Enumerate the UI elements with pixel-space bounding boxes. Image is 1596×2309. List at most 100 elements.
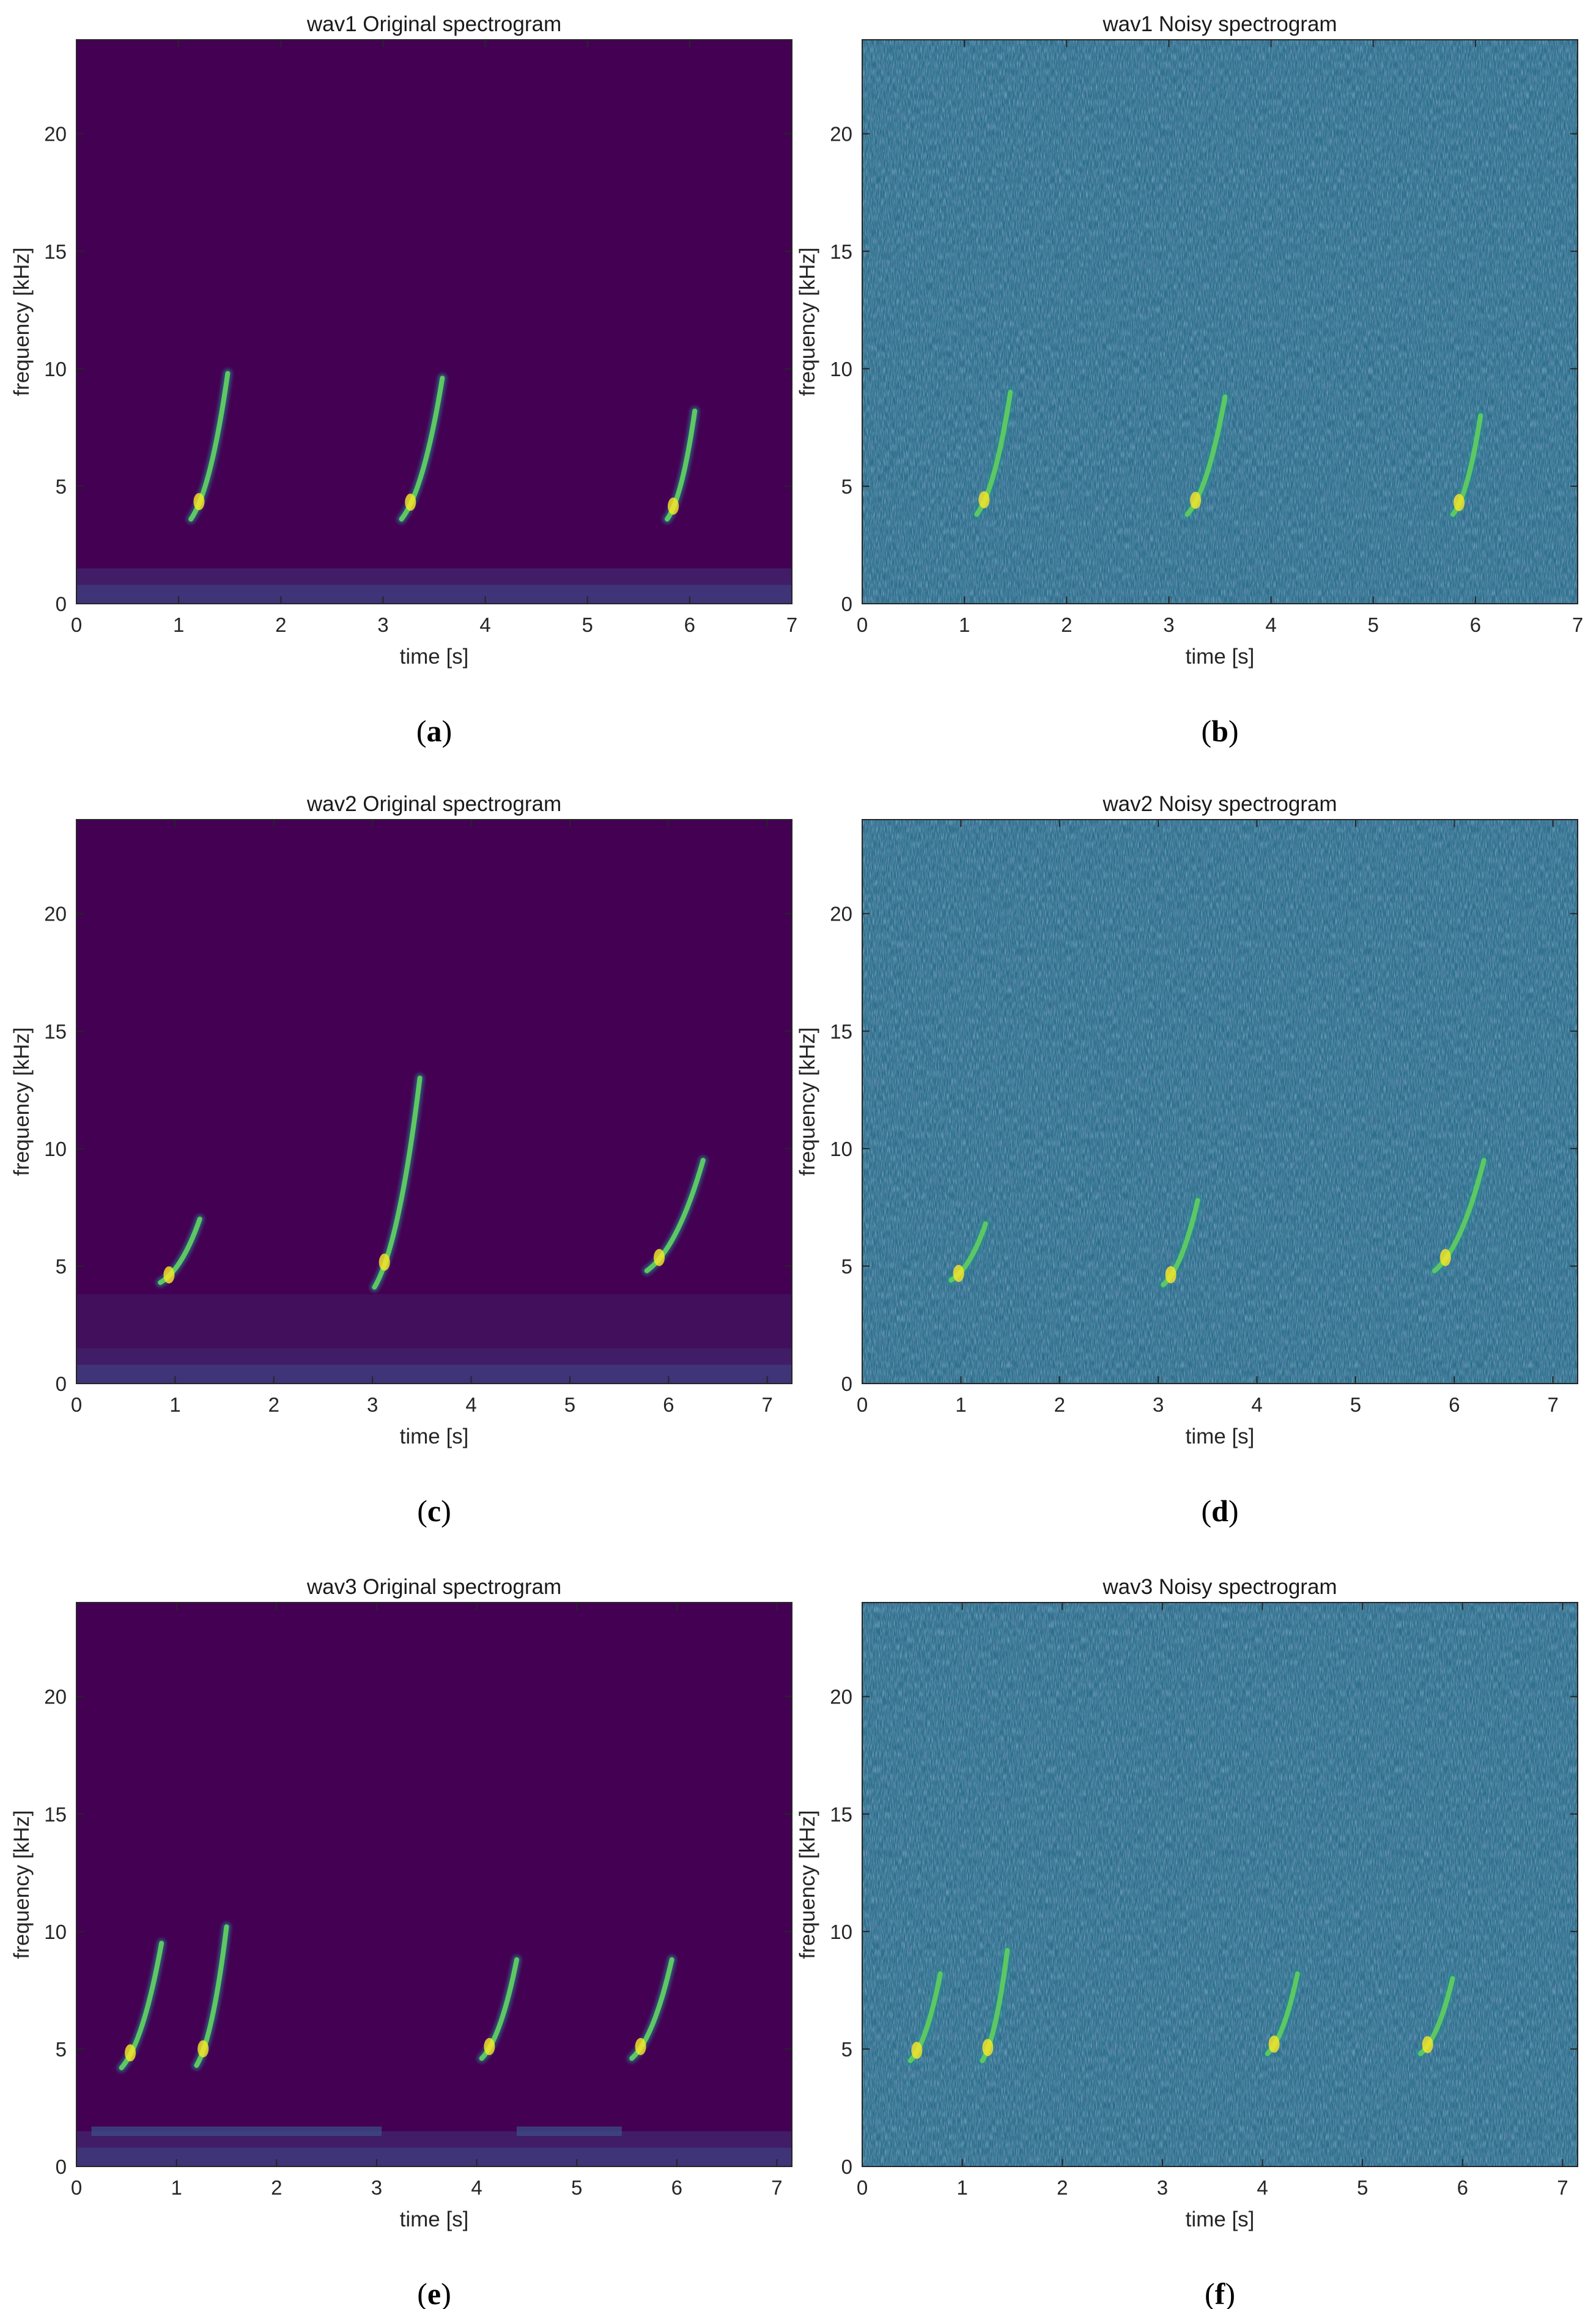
y-tick-label: 20 (44, 123, 67, 146)
y-tick-label: 15 (44, 1020, 67, 1043)
panel-b: 0 1 2 3 4 5 6 7 0 5 10 15 20 wav1 Noisy spectrogram ti… (796, 12, 1583, 748)
x-tick-label: 0 (71, 2176, 82, 2199)
y-tick-label: 20 (44, 1686, 67, 1708)
call-peak (198, 2040, 209, 2058)
call-peak (1454, 494, 1465, 511)
caption-open-paren: ( (1201, 1494, 1211, 1528)
y-tick-label: 10 (44, 1921, 67, 1943)
panel-caption: (a) (416, 714, 452, 748)
x-tick-label: 6 (684, 613, 695, 636)
caption-letter: e (427, 2277, 441, 2309)
caption-open-paren: ( (417, 1494, 427, 1528)
call-peak (379, 1253, 390, 1271)
x-tick-label: 3 (371, 2176, 382, 2199)
call-trace (119, 1941, 164, 2070)
x-tick-label: 7 (771, 2176, 782, 2199)
call-peak (193, 493, 205, 511)
x-tick-label: 2 (1054, 1393, 1065, 1416)
x-tick-label: 3 (377, 613, 388, 636)
x-tick-label: 2 (275, 613, 286, 636)
y-tick-label: 10 (44, 1138, 67, 1160)
x-axis-label: time [s] (400, 2207, 469, 2231)
panel-d: 0 1 2 3 4 5 6 7 0 5 10 15 20 wav2 Noisy spectrogram ti… (796, 792, 1578, 1528)
call-peak (405, 494, 416, 511)
call-peak (654, 1248, 665, 1266)
y-tick-label: 5 (56, 2038, 67, 2061)
panel-caption: (d) (1201, 1494, 1238, 1528)
call-peak (635, 2037, 646, 2055)
y-tick-label: 20 (830, 1686, 852, 1708)
call-trace (644, 1158, 706, 1273)
tone-band (91, 2126, 382, 2137)
call-trace (399, 376, 445, 522)
panel-caption: (e) (417, 2277, 451, 2309)
x-tick-label: 0 (857, 613, 868, 636)
panel-f: 0 1 2 3 4 5 6 7 0 5 10 15 20 wav3 Noisy spectrogram ti… (796, 1575, 1578, 2309)
caption-letter: c (427, 1494, 441, 1528)
x-axis-label: time [s] (1186, 645, 1255, 669)
x-tick-label: 1 (171, 2176, 182, 2199)
call-trace (1432, 1158, 1487, 1273)
panel-e: 0 1 2 3 4 5 6 7 0 5 10 15 20 wav3 Original spectrogra… (10, 1575, 792, 2309)
x-tick-label: 1 (173, 613, 184, 636)
x-tick-label: 6 (663, 1393, 674, 1416)
axes-frame (76, 819, 792, 1384)
x-tick-label: 2 (1057, 2176, 1068, 2199)
caption-letter: a (427, 714, 442, 748)
x-axis-label: time [s] (1186, 1425, 1255, 1448)
low-frequency-band (76, 1348, 792, 1384)
low-frequency-band-strong (76, 2148, 792, 2166)
call-trace (194, 1924, 229, 2068)
call-peak (982, 2039, 994, 2056)
low-frequency-band-strong (76, 1365, 792, 1384)
y-tick-label: 20 (830, 903, 852, 925)
axes-frame (862, 819, 1578, 1384)
axes-frame (76, 39, 792, 604)
x-tick-label: 4 (465, 1393, 476, 1416)
panel-caption: (f) (1205, 2277, 1235, 2309)
x-tick-label: 7 (1557, 2176, 1568, 2199)
y-tick-label: 15 (830, 1803, 852, 1826)
x-tick-label: 6 (1449, 1393, 1460, 1416)
x-tick-label: 5 (1350, 1393, 1361, 1416)
x-tick-label: 5 (564, 1393, 575, 1416)
panel-title: wav1 Original spectrogram (306, 12, 561, 36)
noise-texture-dark (862, 40, 1578, 604)
panel-caption: (c) (417, 1494, 451, 1528)
panel-title: wav2 Noisy spectrogram (1102, 792, 1337, 816)
call-peak (484, 2037, 495, 2055)
x-tick-label: 0 (71, 1393, 82, 1416)
x-tick-label: 0 (71, 613, 82, 636)
panel-caption: (b) (1201, 714, 1238, 748)
x-axis-label: time [s] (400, 645, 469, 669)
x-tick-label: 3 (1153, 1393, 1164, 1416)
panel-title: wav3 Original spectrogram (306, 1575, 561, 1599)
plot-background (76, 40, 792, 604)
y-tick-label: 10 (830, 358, 852, 380)
x-tick-label: 7 (1572, 613, 1583, 636)
y-tick-label: 0 (841, 593, 852, 615)
x-tick-label: 3 (1157, 2176, 1168, 2199)
caption-letter: f (1215, 2277, 1226, 2309)
x-tick-label: 5 (582, 613, 593, 636)
x-tick-label: 0 (857, 2176, 868, 2199)
low-frequency-band (76, 568, 792, 604)
caption-letter: b (1211, 714, 1228, 748)
y-tick-label: 5 (841, 1255, 852, 1278)
y-tick-label: 0 (56, 1373, 67, 1395)
call-peak (1422, 2036, 1433, 2053)
call-trace (974, 390, 1013, 517)
axes-frame (862, 1602, 1578, 2167)
mid-frequency-band (76, 1294, 792, 1349)
x-tick-label: 3 (1163, 613, 1174, 636)
plot-background (76, 820, 792, 1384)
y-tick-label: 20 (830, 123, 852, 146)
x-tick-label: 4 (479, 613, 490, 636)
y-tick-label: 20 (44, 903, 67, 925)
noise-texture-dark (862, 820, 1578, 1384)
x-tick-label: 5 (1368, 613, 1379, 636)
y-axis-label: frequency [kHz] (10, 1810, 34, 1959)
x-tick-label: 4 (1265, 613, 1276, 636)
caption-close-paren: ) (441, 1494, 451, 1528)
x-tick-label: 6 (1457, 2176, 1468, 2199)
